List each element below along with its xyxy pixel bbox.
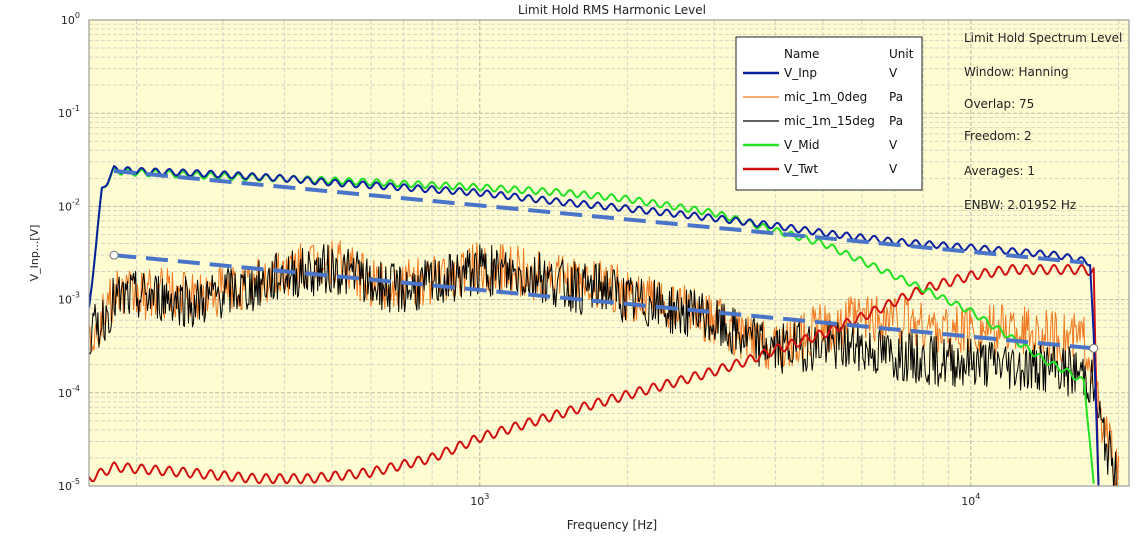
x-tick-label: 103 (470, 492, 489, 508)
x-tick-label: 104 (961, 492, 980, 508)
info-line: Freedom: 2 (964, 129, 1032, 143)
legend-entry-name: mic_1m_0deg (784, 90, 867, 104)
x-axis-label: Frequency [Hz] (567, 518, 658, 532)
y-tick-label: 10-5 (58, 477, 80, 493)
legend-box (735, 36, 923, 191)
info-panel: Limit Hold Spectrum Level Window: Hanning… (964, 31, 1122, 212)
guide-point-end (1089, 343, 1099, 353)
series-line-guide-upper (113, 168, 1085, 265)
plot-background (89, 20, 1129, 486)
y-tick-label: 10-3 (58, 291, 80, 307)
series-line-guide-lower (113, 253, 1094, 351)
chart-title: Limit Hold RMS Harmonic Level (518, 3, 706, 17)
y-axis-label: V_Inp...[V] (28, 225, 41, 282)
info-line: Window: Hanning (964, 65, 1069, 79)
series-line-V_Twt (89, 263, 1100, 486)
y-tick-labels: 100 10-1 10-2 10-3 10-4 10-5 (58, 11, 80, 493)
y-tick-label: 10-2 (58, 197, 80, 213)
info-line: Limit Hold Spectrum Level (964, 31, 1122, 45)
info-line: ENBW: 2.01952 Hz (964, 198, 1076, 212)
x-tick-labels: 103 104 (470, 492, 980, 508)
legend-header-name: Name (784, 47, 819, 61)
legend-entry-name: mic_1m_15deg (784, 114, 875, 128)
y-tick-label: 100 (61, 11, 80, 27)
guide-point-start (109, 250, 119, 260)
legend-entry-name: V_Mid (784, 138, 820, 152)
legend-entry-unit: V (889, 138, 898, 152)
legend-entry-unit: V (889, 162, 898, 176)
series-line-mic_1m_15deg (89, 244, 1117, 486)
legend-entry-name: V_Inp (784, 66, 817, 80)
legend-header-unit: Unit (889, 47, 914, 61)
info-line: Overlap: 75 (964, 97, 1034, 111)
legend-entry-unit: Pa (889, 114, 903, 128)
info-line: Averages: 1 (964, 164, 1035, 178)
y-tick-label: 10-1 (58, 104, 80, 120)
series-line-V_Inp (89, 165, 1100, 486)
legend-entry-unit: Pa (889, 90, 903, 104)
legend-entry-unit: V (889, 66, 898, 80)
grid (89, 20, 1129, 487)
series-group (89, 165, 1120, 486)
y-tick-label: 10-4 (58, 384, 80, 400)
plot-frame (88, 19, 1130, 487)
legend-entry-name: V_Twt (784, 162, 818, 176)
